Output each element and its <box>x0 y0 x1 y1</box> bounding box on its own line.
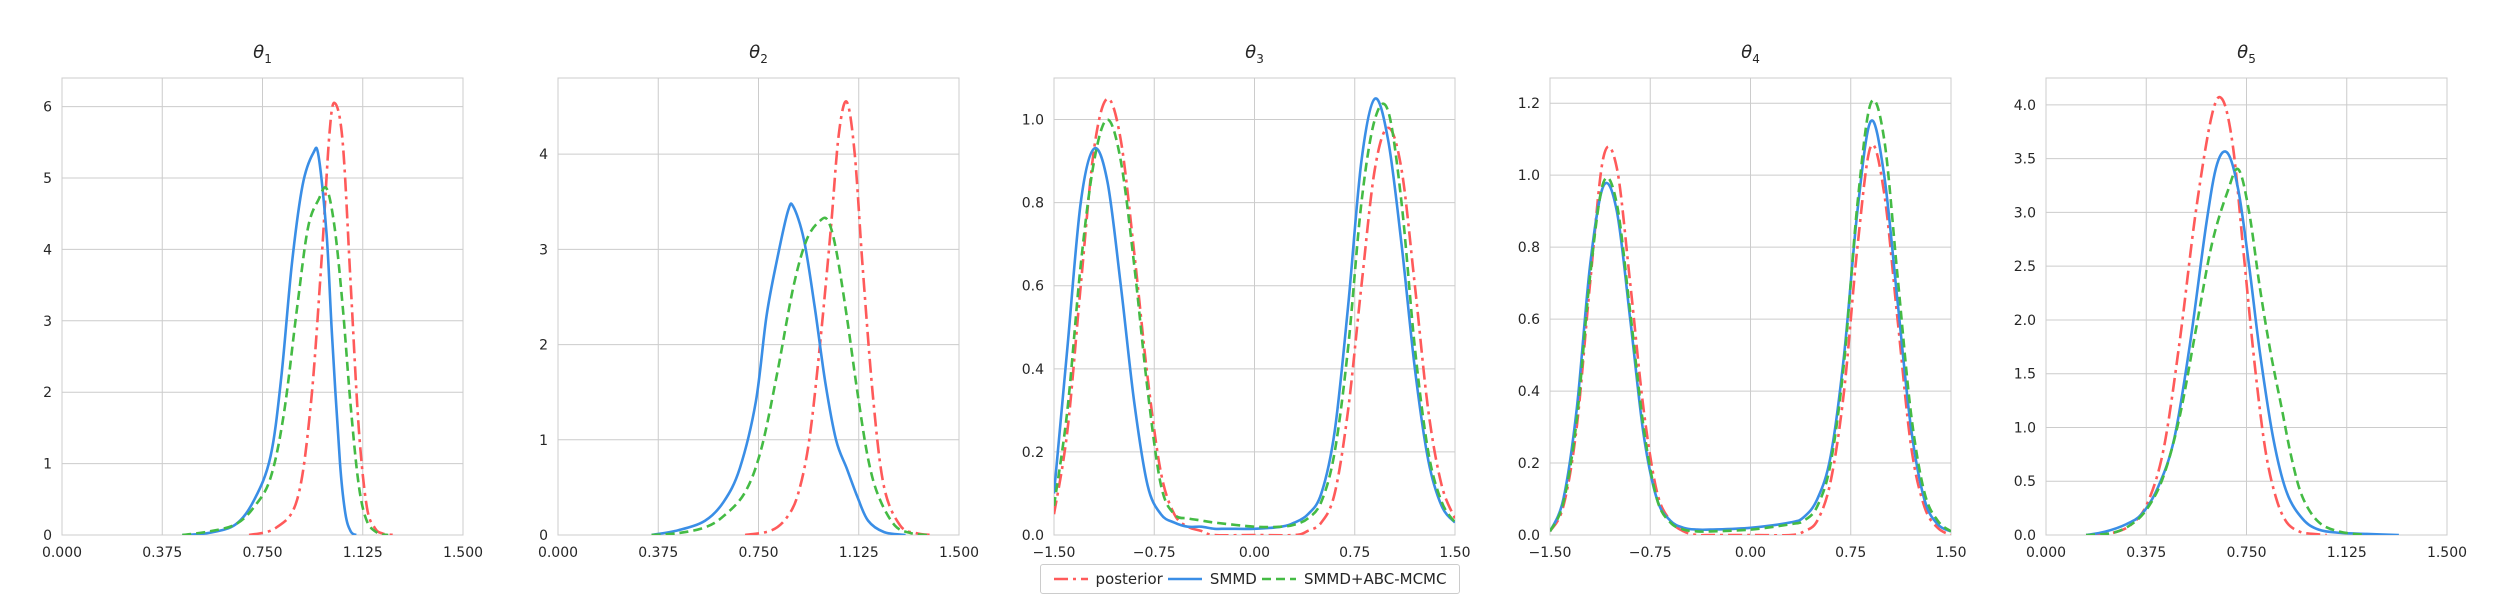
x-tick-label: 0.75 <box>1339 545 1370 561</box>
y-tick-label: 1.2 <box>1518 96 1540 112</box>
legend-label-smmd: SMMD <box>1209 570 1257 588</box>
legend-item-smmd-abc-mcmc: SMMD+ABC-MCMC <box>1261 570 1447 588</box>
series-line-smmd-abc-mcmc <box>651 216 928 535</box>
panel-title: θ3 <box>1245 42 1264 66</box>
y-tick-label: 0.6 <box>1022 279 1044 295</box>
y-tick-label: 4 <box>43 242 52 258</box>
legend-label-smmd-abc-mcmc: SMMD+ABC-MCMC <box>1303 570 1447 588</box>
x-tick-label: 0.375 <box>142 545 182 561</box>
panel-5: 0.000 0.375 0.750 1.125 1.500 0.0 0.5 1.0 1.5 2.0… <box>2014 42 2467 561</box>
x-tick-label: −0.75 <box>1133 545 1176 561</box>
y-tick-label: 0 <box>43 528 52 544</box>
y-tick-label: 0.5 <box>2014 474 2036 490</box>
y-tick-label: 3 <box>43 314 52 330</box>
x-tick-label: 0.375 <box>2126 545 2166 561</box>
x-tick-label: 0.750 <box>2226 545 2266 561</box>
y-tick-label: 2.0 <box>2014 313 2036 329</box>
x-tick-label: −0.75 <box>1629 545 1672 561</box>
x-tick-label: 0.00 <box>1735 545 1766 561</box>
x-tick-label: 1.50 <box>1439 545 1470 561</box>
y-tick-label: 0 <box>539 528 548 544</box>
panel-title: θ1 <box>253 42 272 66</box>
y-tick-label: 4 <box>539 147 548 163</box>
series-line-smmd <box>182 146 357 535</box>
y-tick-label: 0.2 <box>1518 456 1540 472</box>
panel-2: 0.000 0.375 0.750 1.125 1.500 0 1 2 3 4 θ2 <box>538 42 979 561</box>
y-tick-label: 1.0 <box>2014 420 2036 436</box>
y-tick-label: 1.0 <box>1022 113 1044 129</box>
y-tick-label: 2 <box>43 385 52 401</box>
x-tick-label: 1.500 <box>939 545 979 561</box>
series-line-smmd <box>1054 97 1455 531</box>
x-tick-label: 0.375 <box>638 545 678 561</box>
series-line-posterior <box>248 101 397 535</box>
legend-label-posterior: posterior <box>1095 570 1163 588</box>
y-tick-label: 0.6 <box>1518 312 1540 328</box>
y-tick-label: 5 <box>43 171 52 187</box>
y-tick-label: 4.0 <box>2014 98 2036 114</box>
y-tick-label: 2 <box>539 338 548 354</box>
series-line-posterior <box>1054 97 1455 535</box>
y-tick-label: 0.0 <box>1022 528 1044 544</box>
series-line-smmd <box>651 202 906 535</box>
x-tick-label: 0.750 <box>242 545 282 561</box>
y-tick-label: 0.4 <box>1022 362 1044 378</box>
x-tick-label: 0.000 <box>538 545 578 561</box>
panel-4: −1.50 −0.75 0.00 0.75 1.50 0.0 0.2 0.4 0.6 0.8 1.0… <box>1518 42 1967 561</box>
y-tick-label: 1 <box>539 433 548 449</box>
x-tick-label: 0.750 <box>738 545 778 561</box>
x-tick-label: 1.500 <box>2427 545 2467 561</box>
y-tick-label: 3.0 <box>2014 205 2036 221</box>
x-tick-label: 1.50 <box>1935 545 1966 561</box>
y-tick-label: 1.0 <box>1518 168 1540 184</box>
series-line-smmd-abc-mcmc <box>1054 102 1455 529</box>
legend: posterior SMMD SMMD+ABC-MCMC <box>1040 564 1460 594</box>
legend-swatch-smmd-abc-mcmc <box>1261 577 1296 581</box>
x-tick-label: 1.125 <box>343 545 383 561</box>
series-line-posterior <box>2085 95 2327 535</box>
series-line-posterior <box>744 100 933 535</box>
x-tick-label: 0.000 <box>2026 545 2066 561</box>
legend-swatch-posterior <box>1053 577 1088 581</box>
y-tick-label: 0.8 <box>1518 240 1540 256</box>
series-line-smmd-abc-mcmc <box>2085 167 2367 535</box>
y-tick-label: 0.0 <box>2014 528 2036 544</box>
legend-item-posterior: posterior <box>1053 570 1163 588</box>
x-tick-label: 1.500 <box>443 545 483 561</box>
panel-3: −1.50 −0.75 0.00 0.75 1.50 0.0 0.2 0.4 0.6 0.8 1.0… <box>1022 42 1471 561</box>
x-tick-label: 1.125 <box>839 545 879 561</box>
panel-1: 0.000 0.375 0.750 1.125 1.500 0 1 2 3 4 5 6 θ1 <box>42 42 483 561</box>
y-tick-label: 1 <box>43 457 52 473</box>
series-line-smmd-abc-mcmc <box>182 186 389 535</box>
y-tick-label: 0.2 <box>1022 445 1044 461</box>
x-tick-label: 1.125 <box>2327 545 2367 561</box>
legend-item-smmd: SMMD <box>1167 570 1257 588</box>
y-tick-label: 2.5 <box>2014 259 2036 275</box>
y-tick-label: 6 <box>43 100 52 116</box>
panel-title: θ4 <box>1741 42 1760 66</box>
y-tick-label: 3 <box>539 242 548 258</box>
y-tick-label: 0.4 <box>1518 384 1540 400</box>
x-tick-label: 0.000 <box>42 545 82 561</box>
x-tick-label: −1.50 <box>1529 545 1572 561</box>
panel-title: θ5 <box>2237 42 2256 66</box>
panel-title: θ2 <box>749 42 768 66</box>
y-tick-label: 1.5 <box>2014 367 2036 383</box>
series-line-smmd-abc-mcmc <box>1550 98 1951 533</box>
x-tick-label: 0.75 <box>1835 545 1866 561</box>
x-tick-label: −1.50 <box>1033 545 1076 561</box>
y-tick-label: 0.8 <box>1022 196 1044 212</box>
y-tick-label: 0.0 <box>1518 528 1540 544</box>
y-tick-label: 3.5 <box>2014 152 2036 168</box>
x-tick-label: 0.00 <box>1239 545 1270 561</box>
series-line-posterior <box>1550 143 1951 535</box>
legend-swatch-smmd <box>1167 577 1202 581</box>
